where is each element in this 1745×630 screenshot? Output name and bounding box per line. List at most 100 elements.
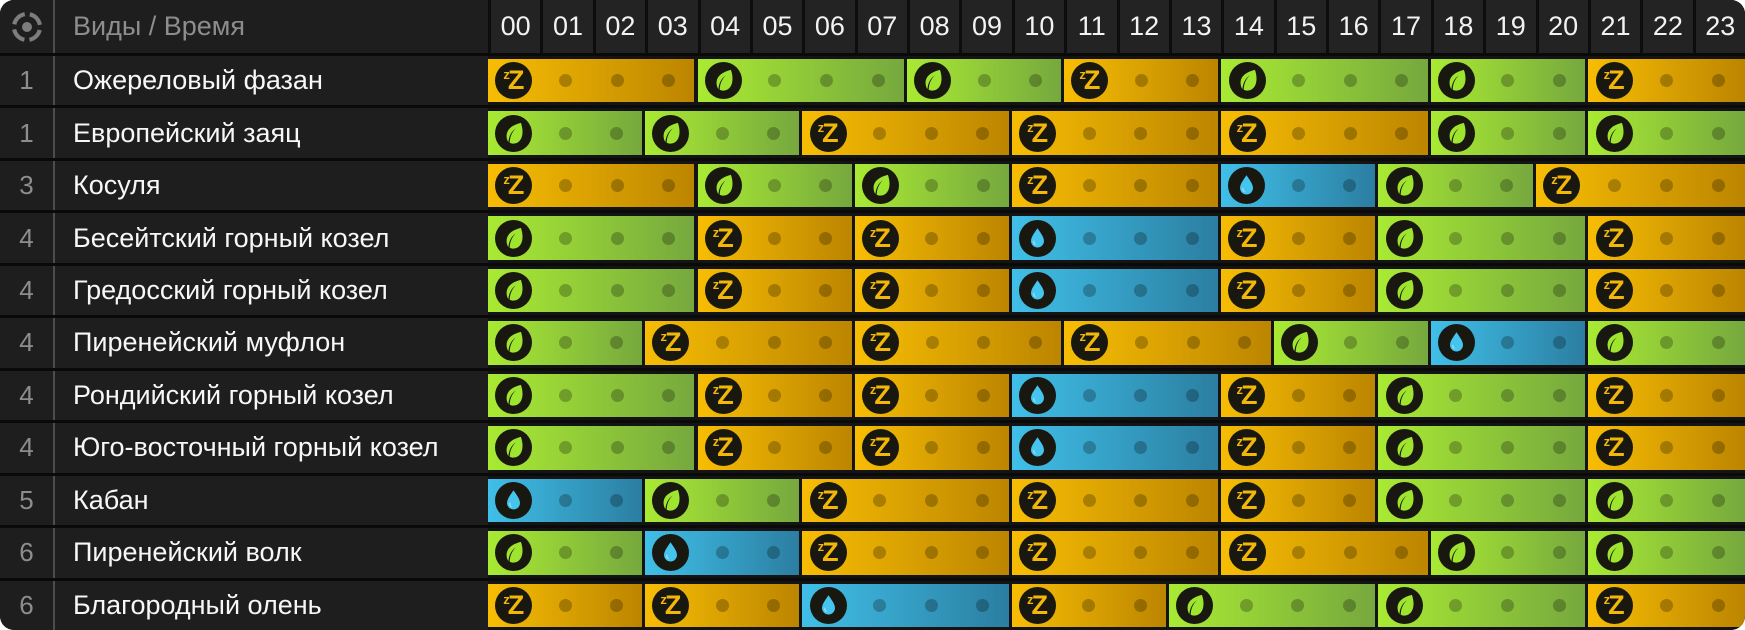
hour-slot: [1431, 534, 1482, 572]
hour-slot: [1324, 441, 1375, 455]
hour-dot: [1500, 179, 1514, 193]
species-name: Пиренейский волк: [55, 528, 488, 578]
hour-dot: [1449, 441, 1463, 455]
feed-leaf-icon: [1280, 324, 1318, 362]
hour-dot: [1659, 284, 1673, 298]
hour-slot: [800, 179, 851, 193]
feed-leaf-icon: [704, 62, 742, 100]
hour-slot: [1012, 219, 1064, 257]
hour-slot: [800, 231, 851, 245]
hour-slot: [1167, 284, 1219, 298]
hour-label: 14: [1221, 0, 1274, 53]
hour-slot: [1431, 324, 1482, 362]
hour-dot: [977, 336, 991, 350]
hour-slot: [1167, 441, 1219, 455]
hour-slot: [540, 231, 592, 245]
species-row[interactable]: 4 Бесейтский горный козел z Z z Z z Z z Z: [0, 210, 1745, 263]
hour-dot: [925, 231, 939, 245]
hour-label: 02: [592, 0, 646, 53]
hour-slot: [1376, 126, 1428, 140]
hour-dot: [1185, 179, 1199, 193]
hour-slot: [1482, 336, 1533, 350]
hour-slot: [591, 546, 642, 560]
hour-dot: [1449, 598, 1463, 612]
hour-dot: [1552, 493, 1566, 507]
activity-segment-feed: [1587, 531, 1745, 575]
hour-slot: [539, 598, 590, 612]
hour-slot: [1640, 74, 1692, 88]
hour-slot: [1534, 546, 1585, 560]
hour-slot: [957, 546, 1009, 560]
hour-dot: [1552, 231, 1566, 245]
hour-dot: [558, 546, 572, 560]
species-name: Рондийский горный козел: [55, 370, 488, 421]
activity-segment-feed: [1430, 531, 1585, 575]
feed-leaf-icon: [1437, 62, 1475, 100]
hour-slot: [697, 598, 748, 612]
species-row[interactable]: 5 Кабан z Z z Z z Z: [0, 472, 1745, 526]
species-row[interactable]: 1 Европейский заяц z Z z Z z Z: [0, 105, 1745, 158]
hour-slot: [1010, 74, 1061, 88]
hour-dot: [1712, 388, 1726, 402]
species-row[interactable]: 4 Гредосский горный козел z Z z Z z Z z Z: [0, 262, 1745, 316]
hour-dot: [1501, 74, 1515, 88]
hour-dot: [1712, 336, 1726, 350]
hour-slot: [1533, 441, 1585, 455]
hour-slot: [1482, 284, 1534, 298]
species-name: Юго-восточный горный козел: [55, 423, 488, 473]
hour-slot: [488, 114, 539, 152]
hour-label: 06: [802, 0, 855, 53]
hour-slot: [1376, 336, 1427, 350]
hour-slot: [1693, 336, 1745, 350]
hour-slot: [1588, 534, 1640, 572]
drink-drop-icon: [1437, 324, 1475, 362]
species-row[interactable]: 4 Юго-восточный горный козел z Z z Z z Z z Z: [0, 420, 1745, 473]
hour-dot: [819, 179, 833, 193]
species-row[interactable]: 6 Пиренейский волк z Z z Z z Z: [0, 525, 1745, 578]
hour-slot: [1115, 598, 1166, 612]
hour-slot: [852, 74, 904, 88]
hour-dot: [1659, 598, 1673, 612]
hour-slot: [591, 179, 643, 193]
hour-slot: [1221, 598, 1273, 612]
species-row[interactable]: 4 Пиренейский муфлон z Z z Z z Z: [0, 315, 1745, 368]
hour-dot: [662, 179, 676, 193]
hour-slot: [1533, 231, 1585, 245]
hour-slot: [749, 388, 800, 402]
hour-dot: [610, 179, 624, 193]
hour-slot: [1693, 598, 1745, 612]
hour-slot: [1167, 231, 1219, 245]
species-name: Европейский заяц: [55, 108, 488, 158]
hour-slot: [957, 388, 1008, 402]
hour-dot: [1238, 336, 1252, 350]
hour-slot: [800, 284, 851, 298]
species-row[interactable]: 4 Рондийский горный козел z Z z Z z Z z Z: [0, 367, 1745, 421]
hour-dot: [1395, 336, 1409, 350]
feed-leaf-icon: [1385, 429, 1423, 467]
